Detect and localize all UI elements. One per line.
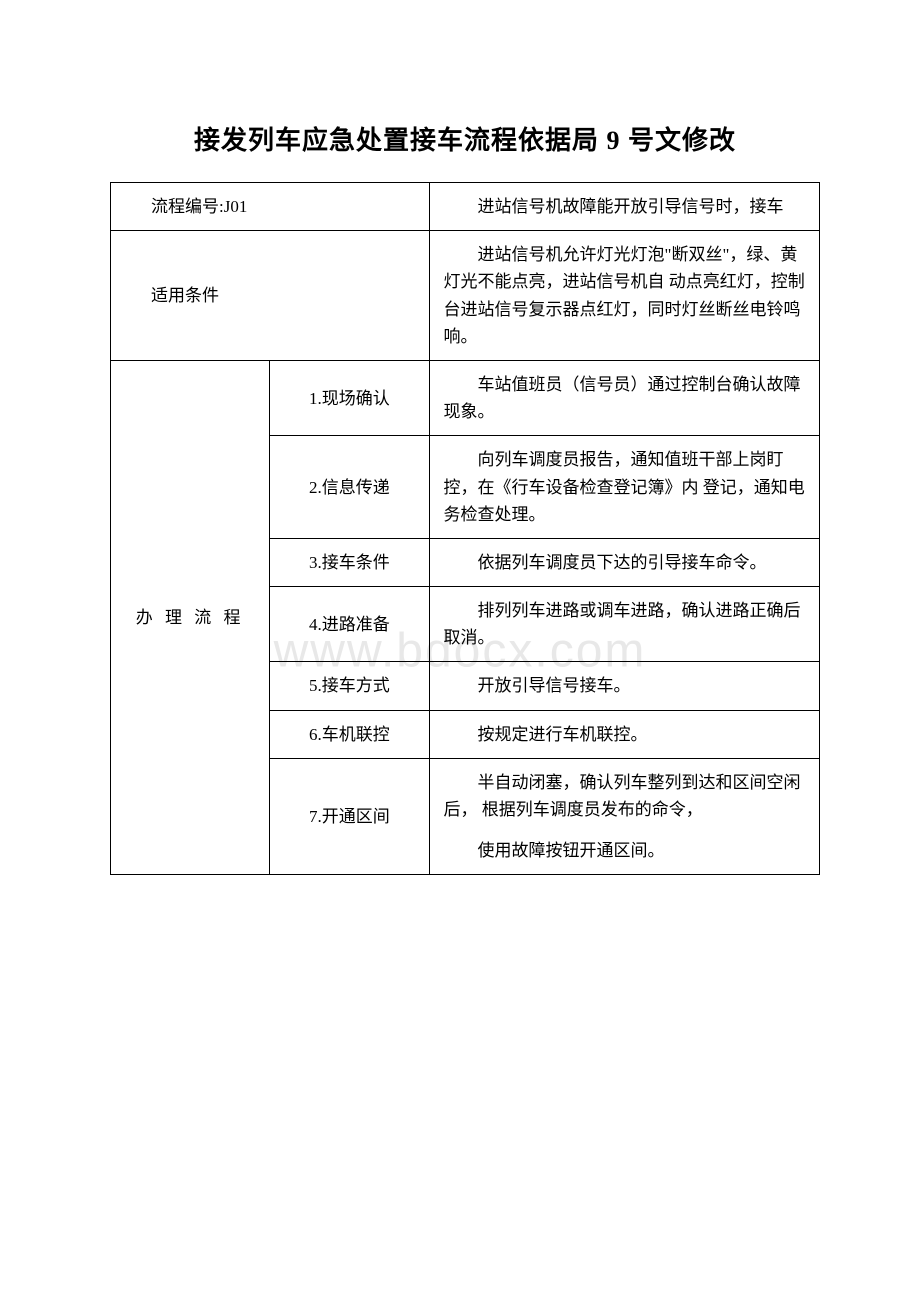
step-desc: 半自动闭塞，确认列车整列到达和区间空闲后， 根据列车调度员发布的命令， 使用故障…	[429, 758, 819, 875]
step-desc: 按规定进行车机联控。	[429, 710, 819, 758]
step-name: 1.现场确认	[270, 360, 429, 435]
process-section-label: 办 理 流 程	[111, 360, 270, 874]
cell-text: 排列列车进路或调车进路，确认进路正确后取消。	[444, 597, 805, 651]
table-row: 办 理 流 程 1.现场确认 车站值班员（信号员）通过控制台确认故障现象。	[111, 360, 820, 435]
cell-text: 开放引导信号接车。	[444, 672, 805, 699]
step-desc: 车站值班员（信号员）通过控制台确认故障现象。	[429, 360, 819, 435]
step-name: 2.信息传递	[270, 436, 429, 539]
cell-text: 使用故障按钮开通区间。	[444, 837, 805, 864]
conditions-label: 适用条件	[111, 231, 430, 361]
step-desc: 向列车调度员报告，通知值班干部上岗盯控，在《行车设备检查登记簿》内 登记，通知电…	[429, 436, 819, 539]
process-code-label: 流程编号:J01	[111, 183, 430, 231]
document-title: 接发列车应急处置接车流程依据局 9 号文修改	[110, 120, 820, 157]
step-desc: 排列列车进路或调车进路，确认进路正确后取消。	[429, 587, 819, 662]
cell-text: 按规定进行车机联控。	[444, 721, 805, 748]
cell-text: 进站信号机故障能开放引导信号时，接车	[444, 193, 805, 220]
cell-text: 车站值班员（信号员）通过控制台确认故障现象。	[444, 371, 805, 425]
cell-text: 向列车调度员报告，通知值班干部上岗盯控，在《行车设备检查登记簿》内 登记，通知电…	[444, 446, 805, 528]
table-row: 适用条件 进站信号机允许灯光灯泡"断双丝"，绿、黄灯光不能点亮，进站信号机自 动…	[111, 231, 820, 361]
cell-text: 依据列车调度员下达的引导接车命令。	[444, 549, 805, 576]
step-desc: 开放引导信号接车。	[429, 662, 819, 710]
process-code-desc: 进站信号机故障能开放引导信号时，接车	[429, 183, 819, 231]
process-table: 流程编号:J01 进站信号机故障能开放引导信号时，接车 适用条件 进站信号机允许…	[110, 182, 820, 875]
cell-text: 进站信号机允许灯光灯泡"断双丝"，绿、黄灯光不能点亮，进站信号机自 动点亮红灯，…	[444, 241, 805, 350]
cell-text: 半自动闭塞，确认列车整列到达和区间空闲后， 根据列车调度员发布的命令，	[444, 769, 805, 823]
page-container: 接发列车应急处置接车流程依据局 9 号文修改 流程编号:J01 进站信号机故障能…	[0, 0, 920, 935]
step-name: 7.开通区间	[270, 758, 429, 875]
step-name: 4.进路准备	[270, 587, 429, 662]
step-name: 5.接车方式	[270, 662, 429, 710]
conditions-desc: 进站信号机允许灯光灯泡"断双丝"，绿、黄灯光不能点亮，进站信号机自 动点亮红灯，…	[429, 231, 819, 361]
table-row: 流程编号:J01 进站信号机故障能开放引导信号时，接车	[111, 183, 820, 231]
step-name: 3.接车条件	[270, 538, 429, 586]
step-name: 6.车机联控	[270, 710, 429, 758]
step-desc: 依据列车调度员下达的引导接车命令。	[429, 538, 819, 586]
